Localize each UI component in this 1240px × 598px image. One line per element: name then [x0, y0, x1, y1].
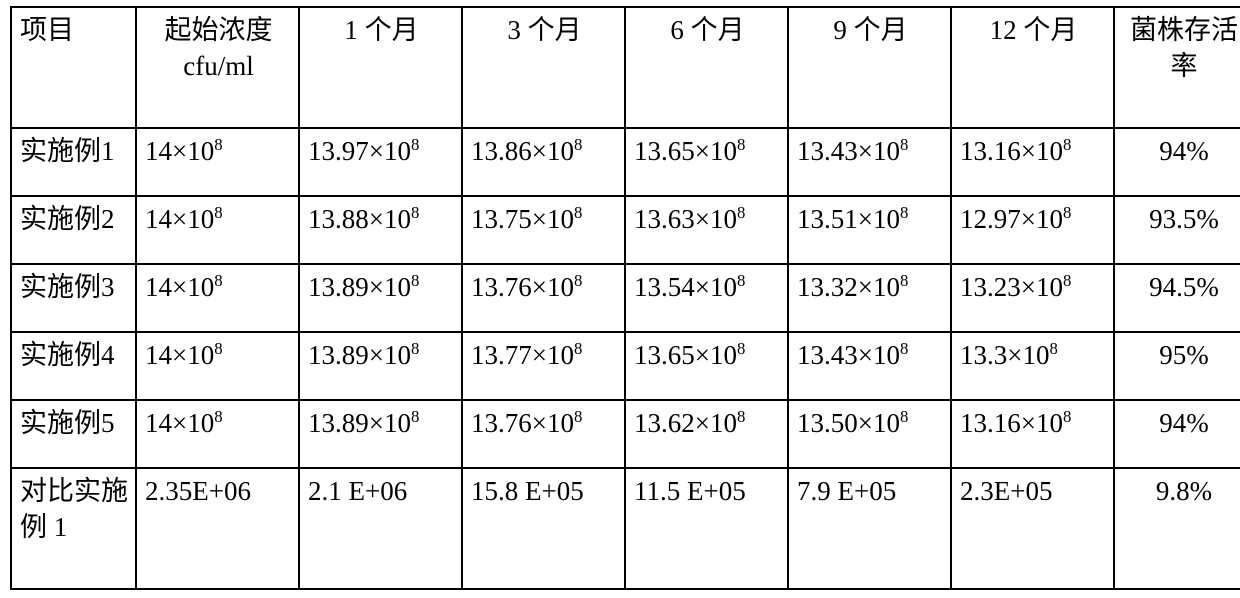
cell: 13.16×108	[951, 400, 1114, 468]
cell: 13.63×108	[625, 196, 788, 264]
cell: 14×108	[136, 264, 299, 332]
col-header-12month: 12 个月	[951, 7, 1114, 128]
cell: 13.88×108	[299, 196, 462, 264]
col-header-survival: 菌株存活率	[1114, 7, 1240, 128]
cell: 13.76×108	[462, 400, 625, 468]
cell: 13.77×108	[462, 332, 625, 400]
cell: 14×108	[136, 400, 299, 468]
table-row: 对比实施例 1 2.35E+06 2.1 E+06 15.8 E+05 11.5…	[11, 468, 1240, 589]
cell: 13.76×108	[462, 264, 625, 332]
table-row: 实施例5 14×108 13.89×108 13.76×108 13.62×10…	[11, 400, 1240, 468]
cell: 13.3×108	[951, 332, 1114, 400]
cell: 2.35E+06	[136, 468, 299, 589]
cell: 12.97×108	[951, 196, 1114, 264]
cell: 13.65×108	[625, 332, 788, 400]
cell: 13.43×108	[788, 332, 951, 400]
survival-cell: 94%	[1114, 128, 1240, 196]
cell: 13.23×108	[951, 264, 1114, 332]
row-label: 实施例1	[11, 128, 136, 196]
cell: 2.3E+05	[951, 468, 1114, 589]
col-header-3month: 3 个月	[462, 7, 625, 128]
cell: 14×108	[136, 128, 299, 196]
survival-cell: 93.5%	[1114, 196, 1240, 264]
cell: 11.5 E+05	[625, 468, 788, 589]
cell: 13.89×108	[299, 332, 462, 400]
row-label: 实施例5	[11, 400, 136, 468]
cell: 13.16×108	[951, 128, 1114, 196]
survival-cell: 94%	[1114, 400, 1240, 468]
survival-cell: 94.5%	[1114, 264, 1240, 332]
cell: 13.43×108	[788, 128, 951, 196]
cell: 14×108	[136, 196, 299, 264]
row-label: 实施例4	[11, 332, 136, 400]
row-label: 对比实施例 1	[11, 468, 136, 589]
col-header-1month: 1 个月	[299, 7, 462, 128]
col-header-item: 项目	[11, 7, 136, 128]
cell: 13.97×108	[299, 128, 462, 196]
cell: 13.65×108	[625, 128, 788, 196]
cell: 13.50×108	[788, 400, 951, 468]
table-row: 实施例2 14×108 13.88×108 13.75×108 13.63×10…	[11, 196, 1240, 264]
cell: 13.62×108	[625, 400, 788, 468]
survival-cell: 9.8%	[1114, 468, 1240, 589]
cell: 13.54×108	[625, 264, 788, 332]
cell: 15.8 E+05	[462, 468, 625, 589]
cell: 13.75×108	[462, 196, 625, 264]
cell: 13.89×108	[299, 400, 462, 468]
cell: 13.89×108	[299, 264, 462, 332]
cell: 7.9 E+05	[788, 468, 951, 589]
table-row: 实施例4 14×108 13.89×108 13.77×108 13.65×10…	[11, 332, 1240, 400]
table-header-row: 项目 起始浓度 cfu/ml 1 个月 3 个月 6 个月 9 个月 12 个月…	[11, 7, 1240, 128]
cell: 14×108	[136, 332, 299, 400]
cell: 13.32×108	[788, 264, 951, 332]
cell: 2.1 E+06	[299, 468, 462, 589]
survival-cell: 95%	[1114, 332, 1240, 400]
cell: 13.51×108	[788, 196, 951, 264]
table-row: 实施例3 14×108 13.89×108 13.76×108 13.54×10…	[11, 264, 1240, 332]
col-header-9month: 9 个月	[788, 7, 951, 128]
col-header-6month: 6 个月	[625, 7, 788, 128]
row-label: 实施例2	[11, 196, 136, 264]
cell: 13.86×108	[462, 128, 625, 196]
data-table: 项目 起始浓度 cfu/ml 1 个月 3 个月 6 个月 9 个月 12 个月…	[10, 6, 1240, 590]
row-label: 实施例3	[11, 264, 136, 332]
col-header-initial: 起始浓度 cfu/ml	[136, 7, 299, 128]
table-row: 实施例1 14×108 13.97×108 13.86×108 13.65×10…	[11, 128, 1240, 196]
